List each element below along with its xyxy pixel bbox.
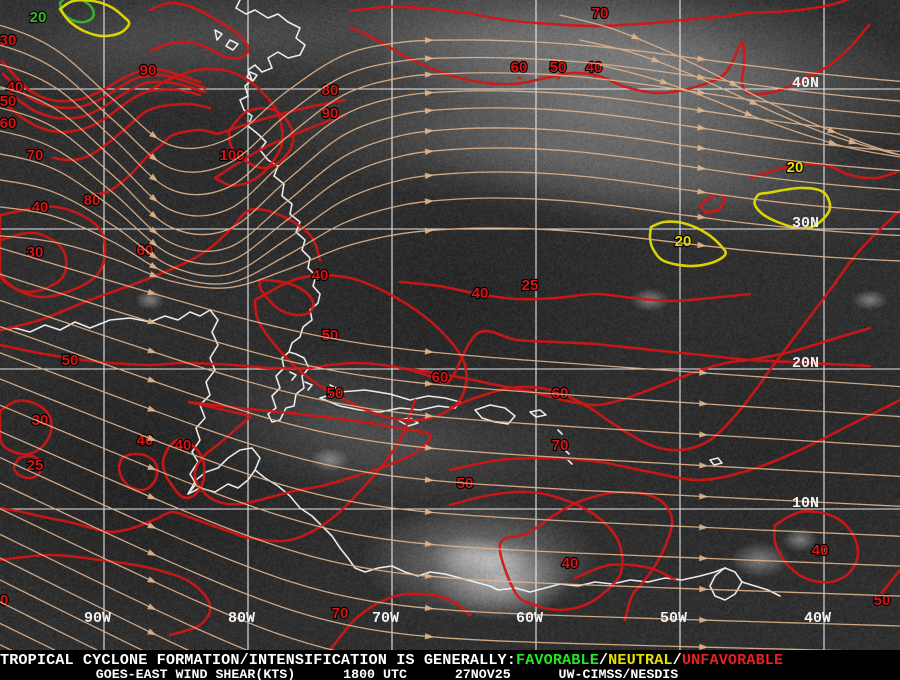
svg-text:40: 40 [312,267,329,284]
svg-text:50: 50 [0,93,16,110]
svg-text:20: 20 [84,0,101,2]
svg-text:40N: 40N [792,75,819,92]
svg-text:40W: 40W [804,610,831,627]
svg-text:90: 90 [140,62,157,79]
svg-text:20: 20 [30,9,47,26]
svg-text:40: 40 [562,555,579,572]
svg-text:25: 25 [522,277,539,294]
svg-text:60W: 60W [516,610,543,627]
svg-text:80: 80 [322,82,339,99]
svg-text:40: 40 [586,59,603,76]
svg-text:30N: 30N [792,215,819,232]
svg-text:60: 60 [0,592,8,609]
svg-text:30: 30 [32,412,49,429]
svg-text:50W: 50W [660,610,687,627]
svg-text:50: 50 [550,59,567,76]
svg-text:80: 80 [84,192,101,209]
svg-text:40: 40 [812,542,829,559]
svg-text:70: 70 [332,605,349,622]
svg-text:40: 40 [472,285,489,302]
svg-text:50: 50 [62,352,79,369]
svg-text:10N: 10N [792,495,819,512]
svg-text:20: 20 [675,233,692,250]
svg-text:90W: 90W [84,610,111,627]
svg-text:20N: 20N [792,355,819,372]
svg-text:50: 50 [874,592,891,609]
svg-text:60: 60 [432,369,449,386]
svg-text:70: 70 [552,437,569,454]
svg-text:50: 50 [327,385,344,402]
svg-text:60: 60 [0,115,16,132]
svg-text:50: 50 [322,327,339,344]
svg-text:70: 70 [592,5,609,22]
svg-text:70W: 70W [372,610,399,627]
svg-text:80W: 80W [228,610,255,627]
